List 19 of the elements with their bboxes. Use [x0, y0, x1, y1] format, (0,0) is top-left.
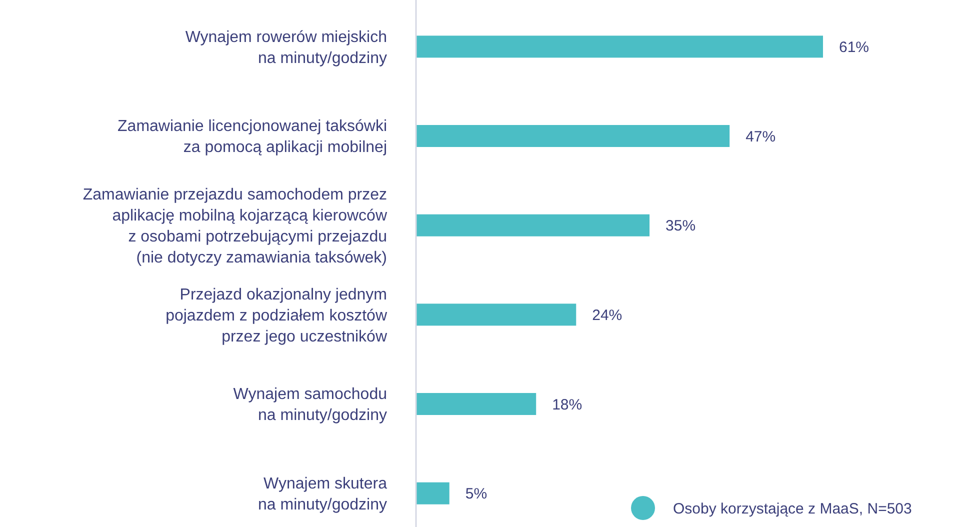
bar	[416, 393, 536, 415]
bar	[416, 304, 576, 326]
data-label: 61%	[839, 38, 870, 56]
bar	[416, 482, 450, 504]
y-tick-label: Zamawianie przejazdu samochodem przez aplikację mobilną kojarzącą kierowców z osobami potrzebującymi przejazdu (nie dotyczy zamawiania taksówek)	[82, 186, 388, 266]
bar	[416, 125, 730, 147]
data-label: 24%	[592, 306, 622, 324]
y-tick-label: Zamawianie licencjonowanej taksówki za pomocą aplikacji mobilnej	[118, 118, 387, 156]
data-label: 47%	[746, 128, 776, 146]
y-tick-label: Wynajem rowerów miejskich na minuty/godziny	[185, 28, 387, 67]
y-tick-label: Wynajem samochodu na minuty/godziny	[233, 386, 387, 424]
y-tick-label: Wynajem skutera na minuty/godziny	[258, 475, 388, 514]
bar	[416, 36, 823, 58]
data-label: 5%	[465, 486, 488, 503]
legend-label: Osoby korzystające z MaaS, N=503	[673, 500, 912, 518]
data-label: 18%	[552, 396, 582, 414]
y-tick-label: Przejazd okazjonalny jednym pojazdem z podziałem kosztów przez jego uczestników	[166, 286, 388, 346]
data-label: 35%	[666, 218, 696, 235]
bar	[416, 214, 650, 236]
